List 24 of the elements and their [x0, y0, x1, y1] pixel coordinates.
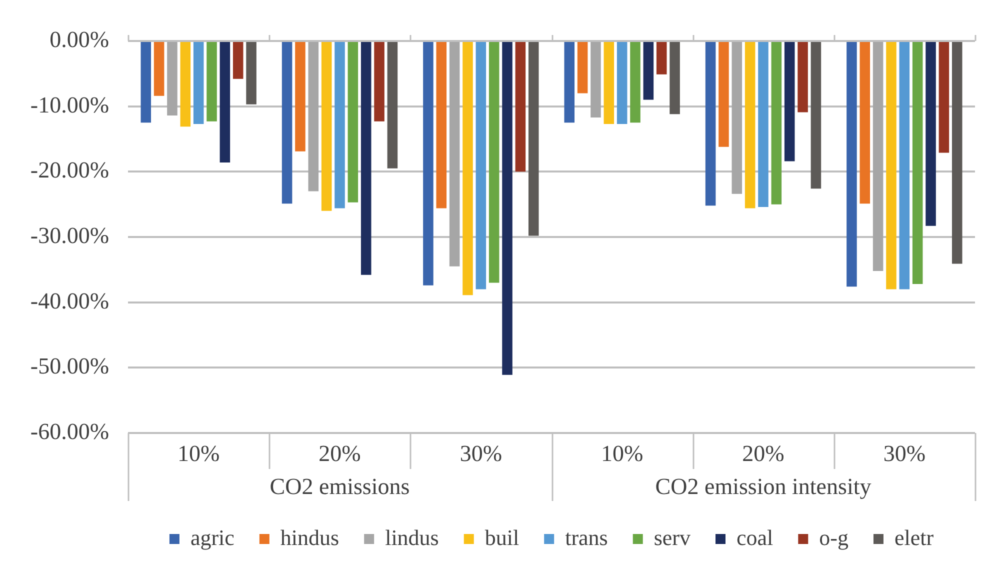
y-tick-label: -30.00% — [30, 223, 109, 248]
y-tick-label: -50.00% — [30, 354, 109, 379]
legend-label: coal — [736, 524, 774, 550]
y-tick-label: -20.00% — [30, 158, 109, 183]
y-tick-label: 0.00% — [50, 27, 109, 52]
y-tick-label: -40.00% — [30, 288, 109, 314]
legend-label: trans — [565, 524, 608, 550]
legend-label: agric — [190, 524, 235, 550]
text: CO2 emissions — [270, 474, 410, 500]
legend-label: buil — [484, 524, 520, 550]
text: CO2 emission intensity — [655, 474, 872, 500]
legend-label: eletr — [894, 524, 934, 550]
x-tick-label: 30% — [883, 440, 926, 466]
y-tick-label: -60.00% — [30, 419, 109, 444]
legend-label: lindus — [385, 524, 439, 550]
x-tick-label: 10% — [600, 440, 644, 466]
legend-label: hindus — [280, 524, 340, 550]
legend-label: serv — [654, 524, 691, 550]
y-tick-label: -10.00% — [30, 92, 109, 118]
x-tick-label: 20% — [742, 440, 784, 466]
legend-label: o-g — [819, 524, 848, 550]
x-tick-label: 10% — [177, 440, 220, 466]
x-tick-label: 30% — [460, 440, 502, 466]
x-tick-label: 20% — [318, 440, 361, 466]
